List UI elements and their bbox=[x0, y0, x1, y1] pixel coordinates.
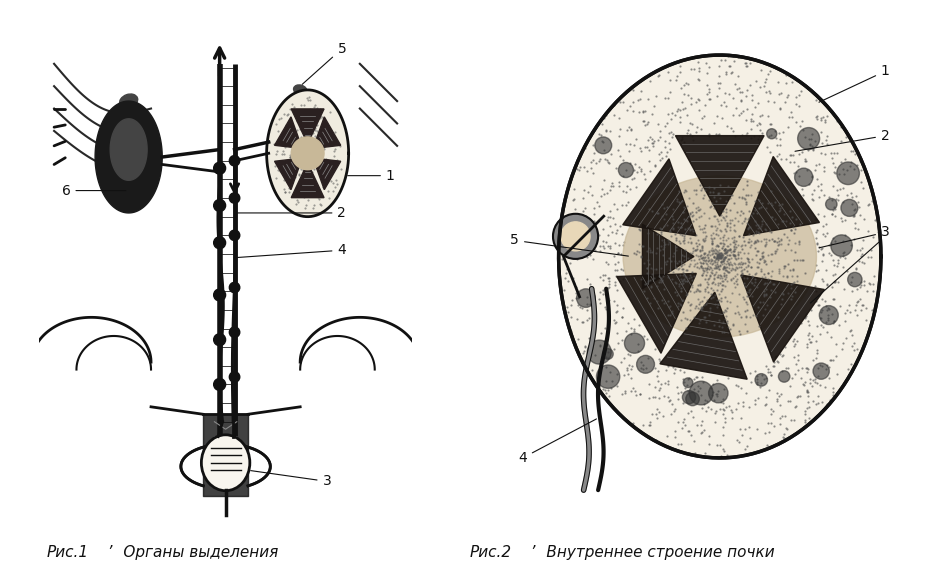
Text: 5: 5 bbox=[303, 42, 346, 84]
Circle shape bbox=[689, 381, 713, 405]
Circle shape bbox=[848, 273, 862, 287]
Circle shape bbox=[682, 390, 696, 404]
Circle shape bbox=[213, 200, 226, 212]
Text: 2: 2 bbox=[237, 206, 346, 220]
Polygon shape bbox=[744, 157, 820, 235]
Circle shape bbox=[229, 193, 240, 203]
Text: 3: 3 bbox=[251, 470, 331, 488]
Circle shape bbox=[597, 365, 619, 389]
Circle shape bbox=[831, 235, 853, 256]
Circle shape bbox=[820, 306, 838, 325]
Polygon shape bbox=[617, 273, 697, 353]
Polygon shape bbox=[267, 90, 349, 217]
Circle shape bbox=[798, 128, 820, 150]
Text: 5: 5 bbox=[510, 233, 628, 256]
Circle shape bbox=[837, 162, 859, 184]
Circle shape bbox=[588, 340, 611, 364]
Text: 4: 4 bbox=[518, 419, 597, 465]
Text: ʼ  Органы выделения: ʼ Органы выделения bbox=[99, 545, 278, 560]
Polygon shape bbox=[660, 292, 747, 379]
Polygon shape bbox=[622, 159, 696, 235]
Circle shape bbox=[636, 356, 654, 374]
Circle shape bbox=[213, 162, 226, 174]
Circle shape bbox=[825, 198, 837, 210]
Polygon shape bbox=[313, 117, 340, 148]
Ellipse shape bbox=[623, 176, 817, 337]
Polygon shape bbox=[558, 55, 881, 458]
Ellipse shape bbox=[119, 94, 138, 108]
Ellipse shape bbox=[201, 435, 250, 491]
Circle shape bbox=[229, 327, 240, 338]
Polygon shape bbox=[313, 158, 340, 190]
Circle shape bbox=[686, 392, 699, 406]
Circle shape bbox=[794, 168, 813, 186]
Text: Рис.2: Рис.2 bbox=[470, 545, 512, 560]
Circle shape bbox=[603, 349, 613, 360]
Text: 4: 4 bbox=[237, 243, 346, 258]
Text: Рис.1: Рис.1 bbox=[47, 545, 89, 560]
Text: 1: 1 bbox=[819, 64, 890, 102]
Circle shape bbox=[595, 137, 612, 154]
Polygon shape bbox=[274, 158, 303, 190]
Polygon shape bbox=[291, 163, 324, 198]
Circle shape bbox=[229, 155, 240, 166]
Circle shape bbox=[213, 379, 226, 390]
Text: 2: 2 bbox=[795, 129, 889, 151]
Polygon shape bbox=[676, 136, 764, 216]
Circle shape bbox=[778, 371, 790, 382]
Polygon shape bbox=[274, 117, 303, 148]
Circle shape bbox=[213, 334, 226, 346]
Circle shape bbox=[229, 230, 240, 241]
Circle shape bbox=[291, 137, 324, 170]
Circle shape bbox=[813, 363, 829, 379]
Polygon shape bbox=[291, 109, 324, 144]
Circle shape bbox=[561, 222, 590, 251]
Polygon shape bbox=[741, 275, 824, 362]
Circle shape bbox=[619, 162, 634, 177]
Circle shape bbox=[755, 374, 767, 386]
Circle shape bbox=[767, 129, 776, 139]
Circle shape bbox=[213, 289, 226, 301]
Text: ʼ  Внутреннее строение почки: ʼ Внутреннее строение почки bbox=[522, 545, 775, 560]
Text: 6: 6 bbox=[61, 184, 126, 198]
Circle shape bbox=[709, 383, 728, 403]
Polygon shape bbox=[642, 224, 694, 289]
Polygon shape bbox=[95, 101, 163, 213]
Circle shape bbox=[229, 282, 240, 293]
Circle shape bbox=[229, 372, 240, 382]
Circle shape bbox=[213, 237, 226, 249]
Circle shape bbox=[683, 378, 693, 387]
Circle shape bbox=[553, 214, 598, 259]
Circle shape bbox=[624, 333, 645, 353]
Circle shape bbox=[841, 200, 858, 216]
Text: 1: 1 bbox=[348, 169, 395, 183]
Text: 3: 3 bbox=[819, 225, 889, 248]
Ellipse shape bbox=[293, 85, 306, 95]
Circle shape bbox=[576, 289, 595, 307]
Polygon shape bbox=[110, 119, 148, 180]
